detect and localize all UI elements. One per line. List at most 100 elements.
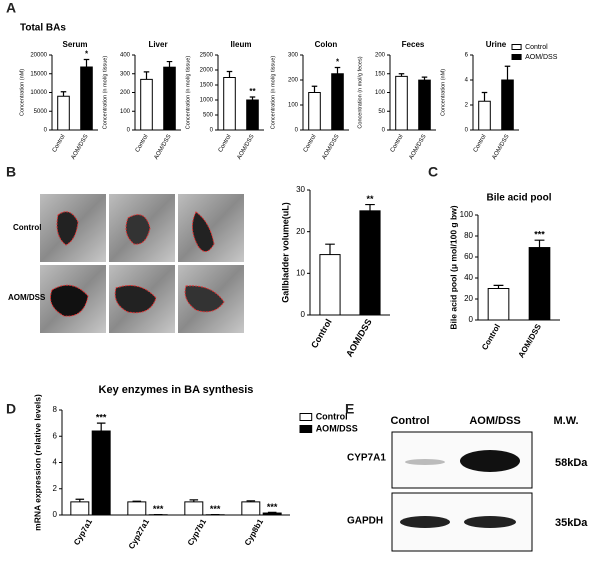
error-bar: [421, 76, 428, 81]
bar: [140, 78, 153, 131]
x-tick-label: Cyp27a1: [127, 517, 152, 550]
blot-mw: 35kDa: [555, 517, 588, 529]
bar: [487, 288, 510, 321]
legend-label: Control: [316, 411, 348, 421]
error-bar: [311, 85, 318, 93]
significance: ***: [210, 504, 221, 514]
chart-title: Urine: [486, 40, 507, 49]
y-tick-label: 20000: [30, 53, 47, 59]
blot-column: AOM/DSS: [469, 415, 520, 427]
y-tick-label: 100: [120, 109, 131, 115]
blot-column: Control: [390, 415, 429, 427]
x-tick-label: Control: [303, 134, 318, 154]
chart-title: Ileum: [231, 40, 252, 49]
error-bar: [398, 73, 405, 77]
y-tick-label: 200: [288, 78, 299, 84]
chart-title: Bile acid pool: [486, 193, 551, 204]
y-tick-label: 80: [464, 231, 473, 240]
bar: [418, 79, 431, 131]
error-bar: [493, 284, 504, 289]
y-tick-label: 2000: [200, 68, 214, 74]
y-tick-label: 10000: [30, 90, 47, 96]
y-tick-label: 4: [53, 458, 58, 467]
x-tick-label: AOM/DSS: [409, 134, 428, 161]
y-tick-label: 2500: [200, 53, 214, 59]
y-tick-label: 6: [53, 431, 58, 440]
y-axis-label: Gallbladder volume(uL): [280, 202, 290, 303]
bar: [70, 501, 90, 516]
error-bar: [96, 422, 106, 431]
chart-title: Feces: [402, 40, 425, 49]
y-tick-label: 20: [464, 294, 473, 303]
x-tick-label: Cyp7a1: [72, 517, 94, 547]
y-tick-label: 15000: [30, 71, 47, 77]
chart-title: Key enzymes in BA synthesis: [99, 384, 254, 396]
x-tick-label: AOM/DSS: [344, 317, 374, 358]
blot-band: [400, 516, 450, 528]
bar: [528, 247, 551, 321]
y-tick-label: 20: [296, 227, 305, 236]
y-axis-label: Bile acid pool (μ mol/100 g bw): [448, 205, 458, 329]
ultrasound-images: [40, 194, 244, 333]
bar: [478, 100, 491, 131]
y-axis-label: mRNA expression (relative levels): [32, 394, 42, 531]
legend-label: AOM/DSS: [525, 54, 558, 61]
error-bar: [267, 511, 277, 514]
x-tick-label: AOM/DSS: [154, 134, 173, 161]
y-axis-label: Concentration (n mol/g feces): [357, 56, 363, 128]
error-bar: [226, 70, 233, 78]
bar: [262, 512, 282, 516]
y-tick-label: 0: [295, 128, 299, 134]
y-tick-label: 200: [375, 53, 386, 59]
error-bar: [83, 58, 90, 67]
significance: ***: [534, 230, 545, 240]
y-tick-label: 2: [53, 484, 58, 493]
y-tick-label: 500: [203, 113, 214, 119]
y-tick-label: 1000: [200, 98, 214, 104]
x-tick-label: Control: [480, 323, 502, 352]
x-tick-label: Cyp8b1: [243, 517, 266, 547]
error-bar: [75, 498, 85, 502]
row-label: AOM/DSS: [8, 293, 46, 302]
legend-swatch: [299, 425, 313, 433]
y-tick-label: 0: [382, 128, 386, 134]
y-tick-label: 30: [296, 185, 305, 194]
y-tick-label: 0: [53, 510, 58, 519]
bar: [246, 99, 259, 131]
y-tick-label: 10: [296, 268, 305, 277]
y-tick-label: 5000: [34, 109, 48, 115]
significance: *: [336, 58, 340, 67]
y-tick-label: 1500: [200, 83, 214, 89]
error-bar: [334, 66, 341, 74]
bar: [57, 95, 70, 131]
significance: **: [366, 194, 374, 204]
y-tick-label: 0: [465, 128, 469, 134]
error-bar: [246, 500, 256, 502]
y-tick-label: 300: [288, 53, 299, 59]
significance: *: [85, 50, 89, 59]
x-tick-label: AOM/DSS: [322, 134, 341, 161]
error-bar: [249, 96, 256, 100]
y-tick-label: 0: [127, 128, 131, 134]
bar: [319, 254, 341, 316]
significance: ***: [267, 502, 278, 512]
y-tick-label: 6: [465, 53, 469, 59]
y-tick-label: 8: [53, 405, 58, 414]
x-tick-label: Cyp7b1: [186, 517, 209, 547]
chart-title: Liver: [148, 40, 167, 49]
chart-title: Colon: [315, 40, 338, 49]
panel-label: E: [345, 401, 354, 417]
legend-swatch: [511, 54, 522, 60]
error-bar: [166, 60, 173, 68]
panel-label: D: [6, 401, 16, 417]
blot-band: [460, 450, 520, 472]
x-tick-label: Control: [52, 134, 67, 154]
blot-band: [405, 459, 445, 465]
bar: [163, 66, 176, 131]
blot-row-label: CYP7A1: [347, 453, 386, 464]
error-bar: [325, 243, 335, 255]
legend-label: AOM/DSS: [316, 423, 358, 433]
error-bar: [481, 91, 488, 102]
y-tick-label: 0: [469, 315, 474, 324]
